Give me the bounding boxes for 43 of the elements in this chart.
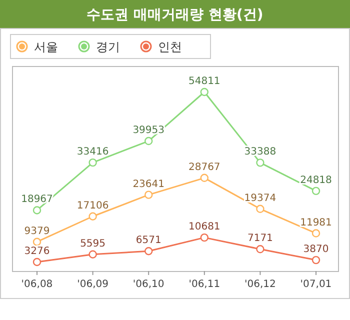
- x-tick-label: '06,08: [21, 279, 53, 290]
- chart-title: 수도권 매매거래량 현황(건): [86, 7, 264, 23]
- data-label: 11981: [300, 217, 332, 228]
- data-label: 10681: [188, 222, 220, 233]
- legend-label: 서울: [34, 40, 58, 54]
- data-label: 9379: [24, 226, 50, 237]
- data-label: 7171: [247, 233, 273, 244]
- point: [256, 245, 264, 254]
- data-label: 19374: [244, 192, 276, 204]
- point: [312, 186, 320, 196]
- data-label: 3276: [24, 246, 50, 257]
- point: [32, 238, 42, 246]
- x-tick-label: '06,10: [132, 279, 164, 290]
- point: [88, 158, 97, 167]
- point: [32, 258, 42, 266]
- x-tick-label: '06,09: [77, 279, 108, 290]
- point: [256, 204, 264, 213]
- data-label: 17106: [76, 200, 109, 212]
- x-tick-label: '06,11: [188, 279, 220, 290]
- legend-label: 경기: [96, 40, 120, 54]
- data-label: 6571: [136, 235, 162, 246]
- point: [256, 158, 264, 167]
- data-label: 23641: [132, 178, 165, 190]
- point: [88, 250, 97, 258]
- point: [200, 174, 208, 182]
- point: [88, 212, 97, 220]
- point: [144, 247, 153, 256]
- point: [200, 88, 208, 96]
- point: [32, 206, 42, 214]
- x-tick-label: '06,12: [244, 279, 276, 290]
- data-label: 24818: [300, 174, 332, 186]
- data-label: 5595: [80, 238, 106, 250]
- legend-label: 인천: [158, 40, 182, 54]
- data-label: 54811: [188, 76, 220, 87]
- point: [312, 256, 320, 264]
- data-label: 28767: [188, 162, 220, 173]
- data-label: 3870: [303, 244, 329, 256]
- point: [312, 229, 320, 238]
- x-tick-label: '07,01: [300, 279, 332, 290]
- point: [144, 190, 153, 199]
- data-label: 33416: [76, 146, 109, 158]
- point: [200, 233, 208, 242]
- point: [144, 136, 153, 146]
